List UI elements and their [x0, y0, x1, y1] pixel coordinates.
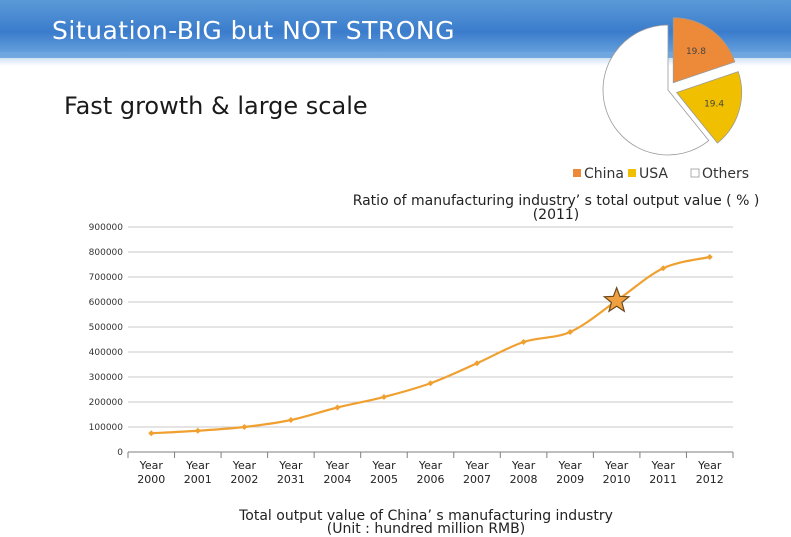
- pie-label-usa: 19.4: [704, 99, 724, 109]
- pie-chart-subtitle: (2011): [533, 207, 580, 223]
- pie-slice-china: [672, 17, 736, 84]
- data-point: [287, 417, 294, 423]
- legend-swatch-usa: [628, 169, 636, 177]
- x-axis-ticks: Year2000Year2001Year2002Year2031Year2004…: [137, 459, 723, 486]
- slide-subtitle: Fast growth & large scale: [64, 92, 368, 120]
- title-banner-fade: [0, 52, 791, 66]
- x-tick-label: Year: [697, 459, 722, 472]
- x-tick-label: 2010: [603, 473, 631, 486]
- x-tick-label: Year: [464, 459, 489, 472]
- slide-title: Situation-BIG but NOT STRONG: [52, 16, 455, 45]
- pie-chart-title: Ratio of manufacturing industry’ s total…: [353, 193, 760, 209]
- x-tick-label: 2006: [417, 473, 445, 486]
- pie-chart: 19.8 19.4: [602, 17, 743, 156]
- x-tick-label: 2000: [137, 473, 165, 486]
- data-point: [567, 329, 574, 335]
- line-series: [148, 254, 713, 437]
- y-tick-label: 0: [117, 448, 123, 458]
- x-tick-label: Year: [418, 459, 443, 472]
- pie-slice-others: [602, 24, 710, 156]
- y-tick-label: 400000: [89, 348, 124, 358]
- pie-legend: China USA Others: [573, 166, 749, 182]
- data-point: [241, 424, 248, 430]
- data-point: [660, 265, 667, 272]
- data-point: [706, 254, 713, 260]
- highlight-star-icon: [602, 286, 631, 313]
- pie-labels: 19.8 19.4: [686, 47, 724, 109]
- x-tick-label: 2011: [649, 473, 677, 486]
- x-tick-label: 2009: [556, 473, 584, 486]
- x-tick-label: 2007: [463, 473, 491, 486]
- line-grid: [127, 226, 734, 458]
- y-axis-ticks: 0 100000 200000 300000 400000 500000 600000 700…: [89, 223, 124, 458]
- x-tick-label: Year: [511, 459, 536, 472]
- y-tick-label: 300000: [89, 373, 124, 383]
- line-chart-subtitle: (Unit : hundred million RMB): [327, 521, 525, 537]
- data-point: [474, 360, 481, 367]
- pie-label-china: 19.8: [686, 47, 706, 57]
- legend-label-china: China: [584, 166, 624, 182]
- data-point: [427, 380, 434, 387]
- x-tick-label: 2012: [696, 473, 724, 486]
- x-tick-label: 2004: [323, 473, 351, 486]
- x-tick-label: 2031: [277, 473, 305, 486]
- x-tick-label: Year: [232, 459, 257, 472]
- series-line: [151, 255, 710, 435]
- x-tick-label: Year: [557, 459, 582, 472]
- data-point: [334, 404, 341, 411]
- y-tick-label: 900000: [89, 223, 124, 233]
- y-tick-label: 100000: [89, 423, 124, 433]
- line-chart-title: Total output value of China’ s manufactu…: [238, 508, 613, 524]
- x-tick-label: 2008: [510, 473, 538, 486]
- line-chart: 0 100000 200000 300000 400000 500000 600000 700…: [89, 223, 734, 486]
- x-tick-label: 2001: [184, 473, 212, 486]
- legend-swatch-others: [690, 168, 700, 178]
- x-tick-label: Year: [325, 459, 350, 472]
- pie-slices: [602, 17, 743, 156]
- x-tick-label: 2005: [370, 473, 398, 486]
- legend-swatch-china: [573, 169, 581, 177]
- data-point: [194, 427, 201, 434]
- x-tick-label: Year: [278, 459, 303, 472]
- data-point: [380, 394, 387, 400]
- legend-label-others: Others: [702, 166, 749, 182]
- x-tick-label: Year: [651, 459, 676, 472]
- data-point: [148, 430, 155, 437]
- y-tick-label: 200000: [89, 398, 124, 408]
- data-point: [520, 339, 527, 345]
- x-tick-label: Year: [604, 459, 629, 472]
- x-tick-label: Year: [185, 459, 210, 472]
- x-tick-label: 2002: [230, 473, 258, 486]
- y-tick-label: 800000: [89, 248, 124, 258]
- y-tick-label: 700000: [89, 273, 124, 283]
- x-tick-label: Year: [371, 459, 396, 472]
- x-tick-label: Year: [139, 459, 164, 472]
- y-tick-label: 600000: [89, 298, 124, 308]
- pie-slice-usa: [675, 71, 743, 144]
- legend-label-usa: USA: [639, 166, 668, 182]
- y-tick-label: 500000: [89, 323, 124, 333]
